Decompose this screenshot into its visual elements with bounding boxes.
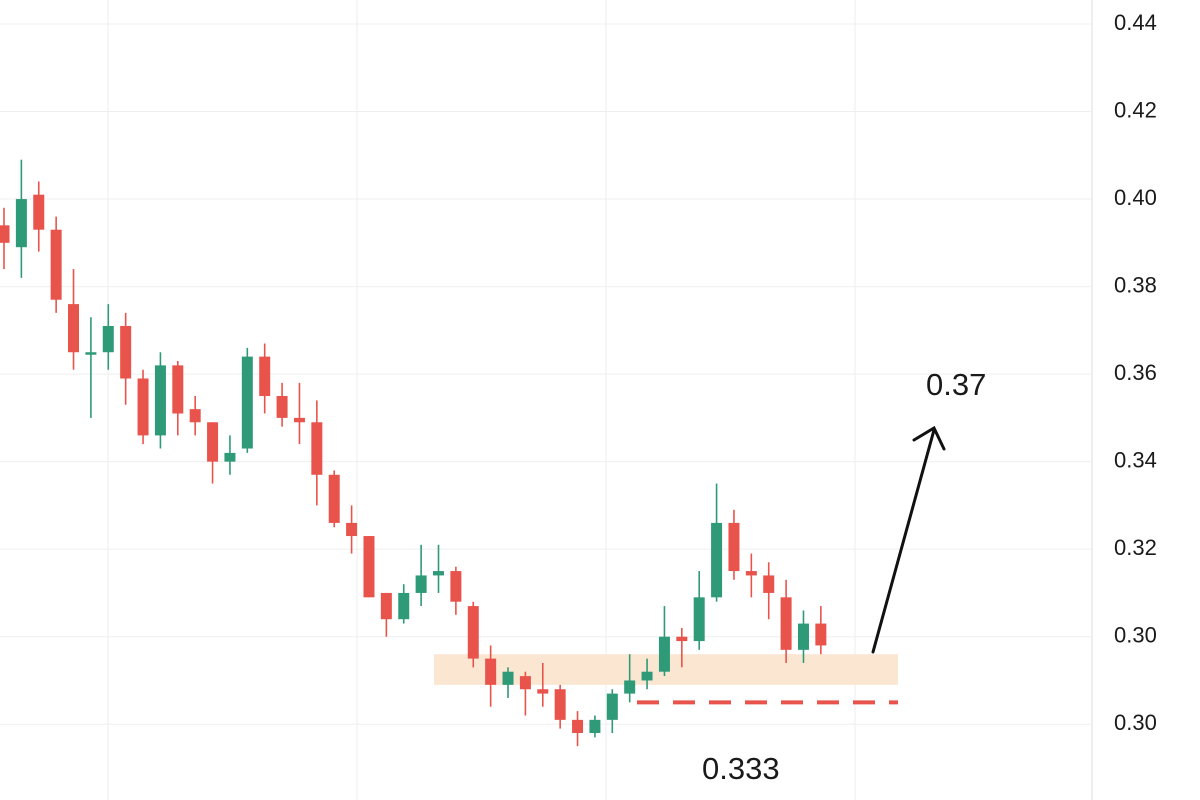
candle-body [68,304,80,353]
candle-body [606,693,618,720]
candle-body [676,636,688,642]
candle-body [137,378,149,436]
candle-body [780,597,792,650]
candles [0,159,827,747]
annotation: 0.37 [926,367,986,402]
candle-body [241,356,253,449]
candle-body [519,676,531,690]
y-tick-label: 0.38 [1114,272,1157,297]
candle-body [120,325,132,379]
candle-body [693,597,705,642]
candle-body [398,592,410,620]
y-tick-label: 0.32 [1114,535,1157,560]
candle-body [154,365,166,436]
candle-body [33,194,45,230]
candle-body [745,571,757,576]
candle-body [224,452,236,462]
candle-body [624,680,636,694]
y-tick-label: 0.30 [1114,710,1157,735]
candle-body [328,474,340,523]
candle-body [207,422,219,462]
candle-body [589,719,601,733]
candle-body [572,719,584,733]
candle-body [380,592,392,620]
candle-body [85,352,97,355]
y-tick-label: 0.34 [1114,447,1157,472]
candle-body [728,522,740,572]
candle-body [658,636,670,672]
arrow-shaft [871,428,936,654]
candle-body [50,229,62,300]
candle-body [0,225,10,243]
y-tick-label: 0.36 [1114,360,1157,385]
arrow [871,425,946,654]
candle-body [311,422,323,475]
candle-body [641,671,653,681]
candle-body [15,199,27,248]
candle-body [293,417,305,423]
candle-body [259,356,271,396]
candle-body [502,671,514,685]
candle-body [815,623,827,646]
candle-body [189,409,201,423]
candle-body [797,623,809,650]
y-tick-label: 0.42 [1114,97,1157,122]
y-tick-label: 0.40 [1114,185,1157,210]
candle-body [415,575,427,593]
candle-body [172,365,184,414]
y-axis: 0.44 0.42 0.40 0.38 0.36 0.34 0.32 0.30 0.30 [1114,10,1157,735]
candle-body [554,689,566,720]
candle-body [537,689,549,694]
y-tick-label: 0.30 [1114,623,1157,648]
candle-body [363,536,375,598]
candle-body [276,396,288,418]
y-tick-label: 0.44 [1114,10,1157,35]
candle-body [763,575,775,593]
candle-body [450,571,462,602]
horizontal-grid [0,23,1092,725]
candle-body [467,606,479,659]
candle-body [485,658,497,685]
candle-body [102,325,114,353]
candle-body [711,522,723,598]
candle-body [433,571,444,576]
candle-body [346,522,358,537]
annotation: 0.333 [702,751,780,786]
arrow-head [912,425,946,451]
